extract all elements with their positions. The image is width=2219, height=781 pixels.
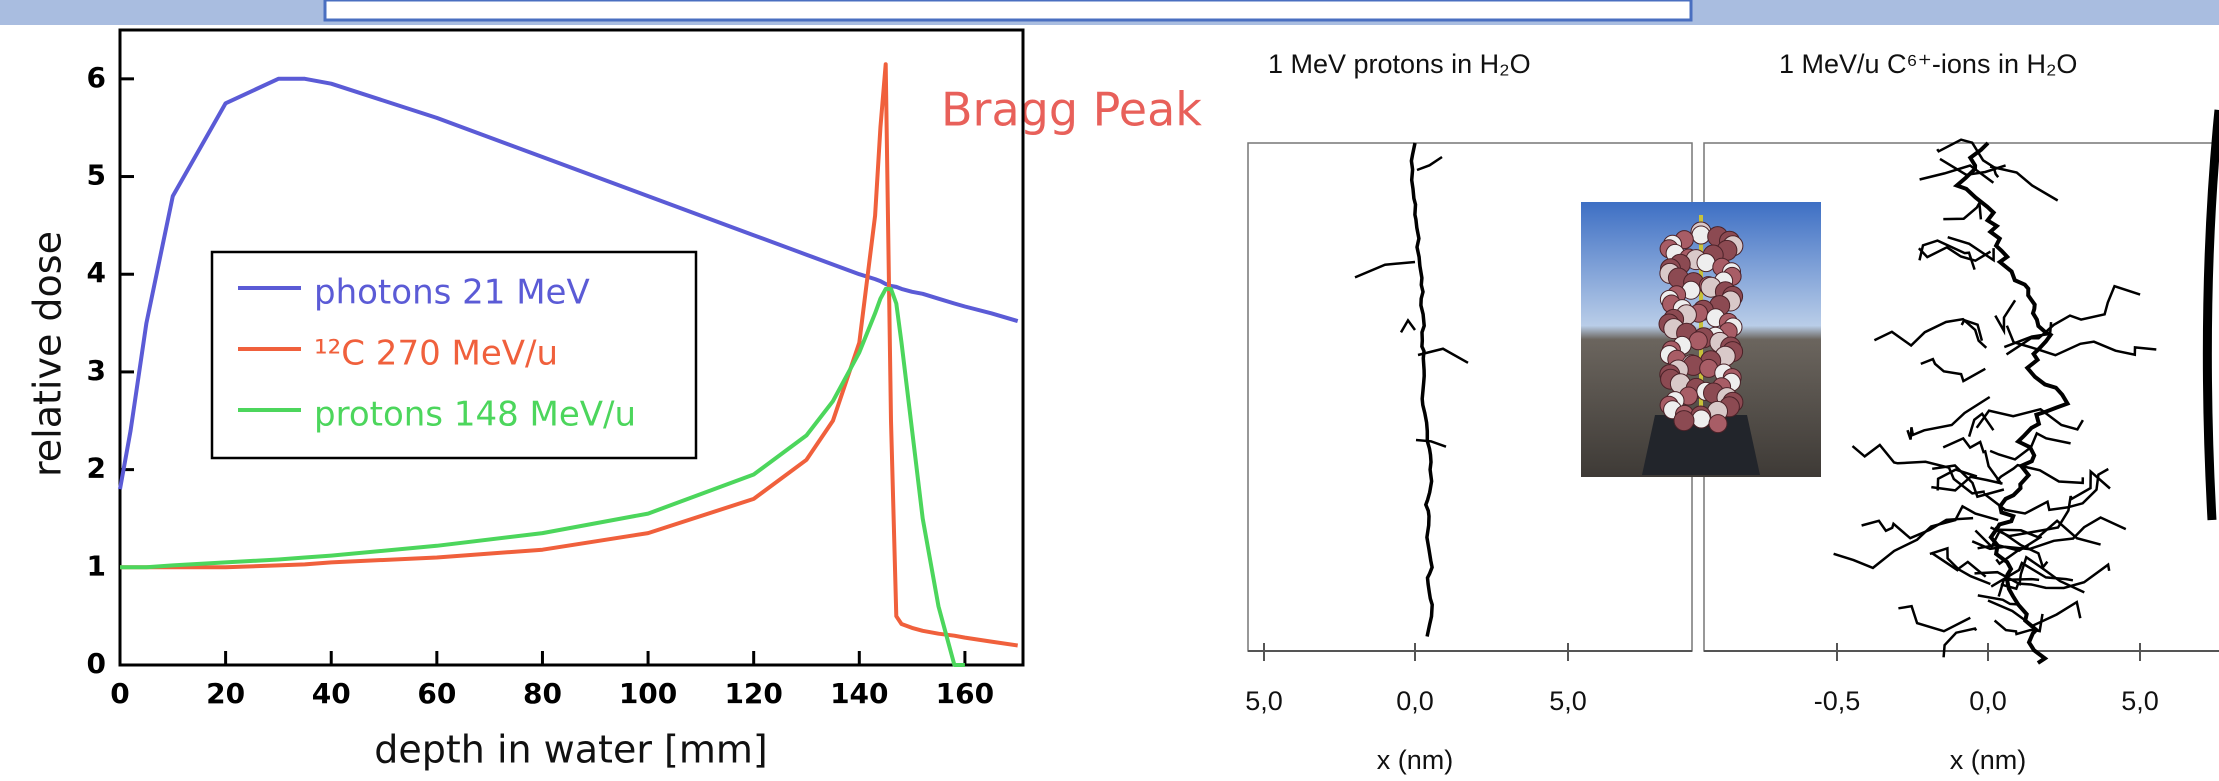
delta-ray [1993, 613, 2044, 636]
delta-ray [2005, 325, 2157, 357]
x-tick-label: 20 [206, 677, 245, 710]
delta-ray [1936, 138, 2000, 178]
delta-ray [1989, 165, 2059, 202]
delta-ray [1920, 357, 1986, 383]
delta-ray [1989, 468, 2111, 538]
delta-ray [1971, 516, 2127, 551]
delta-ray [1975, 407, 2084, 431]
x-tick-label: 0,0 [1969, 686, 2007, 716]
delta-ray [1987, 599, 2082, 628]
x-tick-label: 0,0 [1396, 686, 1434, 716]
delta-ray [1977, 535, 2043, 553]
delta-ray [1947, 236, 1995, 263]
legend-label: photons 21 MeV [314, 273, 590, 313]
y-tick-label: 5 [87, 159, 106, 192]
secondary-track [1415, 438, 1447, 448]
delta-ray [1990, 561, 2074, 588]
x-tick-label: 160 [936, 677, 994, 710]
secondary-track [1354, 260, 1416, 279]
legend-label: ¹²C 270 MeV/u [314, 334, 558, 374]
delta-ray [1930, 551, 1987, 578]
delta-ray [1931, 475, 2003, 492]
x-tick-label: 100 [619, 677, 677, 710]
series-line [120, 286, 965, 667]
atom [1673, 410, 1695, 432]
delta-ray [2005, 284, 2141, 356]
y-axis-label: relative dose [26, 231, 70, 477]
x-tick-label: 5,0 [1549, 686, 1587, 716]
secondary-track [1416, 155, 1443, 172]
delta-ray [1918, 239, 1976, 270]
x-tick-label: -0,5 [1814, 686, 1861, 716]
x-tick-label: 140 [830, 677, 888, 710]
y-tick-label: 6 [87, 61, 106, 94]
delta-ray [1960, 318, 1984, 342]
y-tick-label: 0 [87, 647, 106, 680]
secondary-track [1417, 347, 1469, 364]
series-line [118, 76, 1019, 490]
x-tick-label: 0 [110, 677, 129, 710]
delta-ray [1917, 245, 1992, 263]
delta-ray [1994, 526, 2049, 570]
delta-ray [1851, 443, 1985, 495]
delta-ray [1929, 546, 1991, 586]
x-tick-label: 40 [312, 677, 351, 710]
secondary-track [1399, 318, 1417, 334]
delta-ray [1994, 299, 2017, 336]
x-axis-label: x (nm) [1377, 745, 1454, 775]
chart: Bragg Peak depth in water [mm] relative … [26, 28, 1202, 772]
delta-ray [1996, 463, 2085, 485]
series-line [120, 62, 1018, 648]
delta-ray [2000, 562, 2111, 591]
delta-ray [1989, 431, 2071, 461]
y-tick-label: 2 [87, 452, 106, 485]
delta-ray [1936, 468, 1978, 491]
tracks-panels: 1 MeV protons in H₂O 1 MeV/u C⁶⁺-ions in… [1245, 49, 2219, 775]
delta-ray [1873, 317, 1988, 349]
x-tick-label: 60 [417, 677, 456, 710]
delta-ray [1977, 594, 2020, 606]
x-axis-label: depth in water [mm] [374, 728, 767, 772]
ion-track [1952, 141, 2071, 665]
delta-ray [1898, 604, 1971, 633]
proton-track [1409, 142, 1434, 637]
atom [1691, 225, 1711, 245]
delta-ray [1997, 577, 2040, 597]
x-tick-label: 5,0 [1245, 686, 1283, 716]
delta-ray [1942, 627, 1978, 658]
atom [1691, 409, 1711, 429]
delta-ray [1942, 436, 2003, 485]
atom [1708, 414, 1728, 434]
legend-label: protons 148 MeV/u [314, 395, 636, 435]
dna-image [1581, 202, 1821, 477]
top-box [323, 0, 1693, 22]
x-tick-label: 5,0 [2121, 686, 2159, 716]
x-axis-label: x (nm) [1950, 745, 2027, 775]
edge-track [2202, 109, 2219, 521]
panel-title: 1 MeV protons in H₂O [1268, 49, 1531, 79]
delta-ray [1906, 395, 1991, 440]
plot-frame [118, 28, 1025, 667]
delta-ray [1833, 504, 1999, 570]
delta-ray [1939, 157, 2006, 177]
panel-title: 1 MeV/u C⁶⁺-ions in H₂O [1779, 49, 2077, 79]
delta-ray [1943, 198, 1983, 221]
y-tick-label: 3 [87, 354, 106, 387]
x-tick-label: 120 [724, 677, 782, 710]
atom [1696, 253, 1716, 273]
x-tick-label: 80 [523, 677, 562, 710]
delta-ray [1982, 467, 2109, 515]
y-tick-label: 4 [87, 256, 106, 289]
annotation: Bragg Peak [941, 83, 1202, 137]
delta-ray [1967, 412, 1995, 437]
atom [1688, 331, 1708, 351]
y-tick-label: 1 [87, 549, 106, 582]
